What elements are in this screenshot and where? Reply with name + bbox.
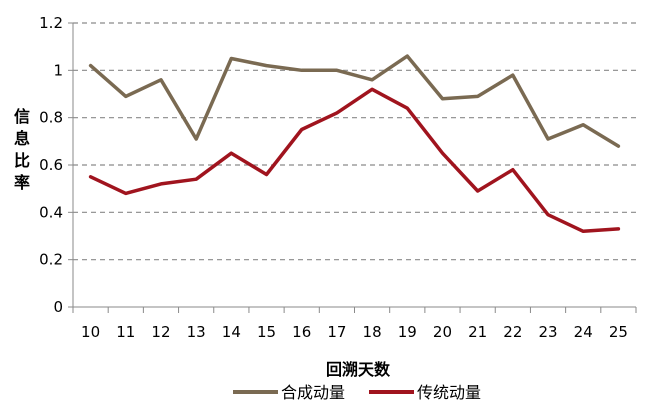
x-tick-label: 21 [468,323,487,341]
x-tick-label: 15 [257,323,276,341]
x-tick-label: 25 [609,323,628,341]
x-tick-label: 12 [151,323,170,341]
y-tick-label: 1 [53,61,63,79]
series-line-synthetic-momentum [88,54,621,148]
series-layer [88,54,621,234]
x-tick-label: 23 [538,323,557,341]
legend: 合成动量 传统动量 [233,383,481,402]
legend-label-synthetic-momentum: 合成动量 [281,383,345,402]
y-tick-label: 0.8 [39,109,63,127]
x-tick-label: 18 [363,323,382,341]
x-tick-label: 16 [292,323,311,341]
x-tick-label: 19 [398,323,417,341]
y-tick-label: 0 [53,298,63,316]
x-tick-label: 22 [503,323,522,341]
x-tick-label: 24 [574,323,593,341]
y-tick-label: 0.2 [39,251,63,269]
axis-layer: 0 0.2 0.4 0.6 0.8 1 1.2 10 11 12 13 14 15 16 17 18 19 20 2… [39,14,637,341]
y-tick-label: 0.6 [39,156,63,174]
x-tick-label: 20 [433,323,452,341]
x-tick-label: 17 [327,323,346,341]
y-axis-title: 信息比率 [14,107,30,192]
grid-layer [73,22,636,261]
y-tick-label: 0.4 [39,203,63,221]
x-tick-label: 11 [116,323,135,341]
x-tick-label: 10 [81,323,100,341]
x-tick-label: 13 [187,323,206,341]
y-tick-label: 1.2 [39,14,63,32]
series-line-traditional-momentum [88,87,621,234]
legend-label-traditional-momentum: 传统动量 [417,383,481,402]
x-tick-label: 14 [222,323,241,341]
x-axis-title: 回溯天数 [326,360,391,379]
